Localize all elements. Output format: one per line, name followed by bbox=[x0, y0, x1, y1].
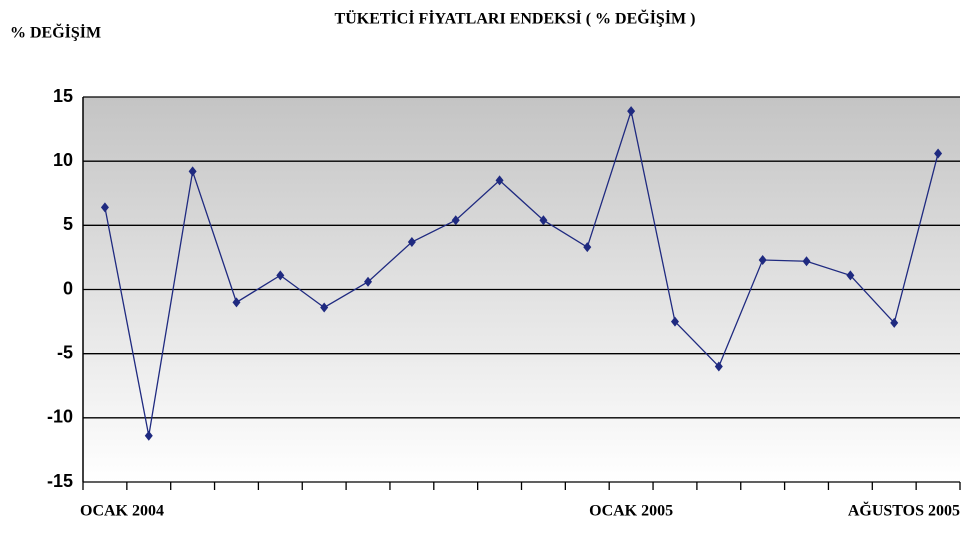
marker bbox=[320, 302, 329, 313]
marker bbox=[802, 256, 811, 267]
marker bbox=[407, 237, 416, 248]
marker bbox=[758, 254, 767, 265]
marker bbox=[714, 361, 723, 372]
x-tick-label: AĞUSTOS 2005 bbox=[848, 501, 960, 520]
marker bbox=[670, 316, 679, 327]
marker bbox=[276, 270, 285, 281]
marker bbox=[451, 215, 460, 226]
y-tick-label: -5 bbox=[57, 342, 73, 362]
line bbox=[104, 108, 939, 436]
y-tick-label: 15 bbox=[53, 86, 73, 106]
y-tick-label: -10 bbox=[47, 407, 73, 427]
marker bbox=[144, 430, 153, 441]
x-tick-label: OCAK 2005 bbox=[589, 503, 673, 520]
chart-title: TÜKETİCİ FİYATLARI ENDEKSİ ( % DEĞİŞİM ) bbox=[335, 9, 696, 28]
marker bbox=[539, 215, 548, 226]
marker bbox=[934, 148, 943, 159]
marker bbox=[100, 202, 109, 213]
marker bbox=[495, 175, 504, 186]
marker bbox=[232, 297, 241, 308]
y-tick-label: 5 bbox=[63, 214, 73, 234]
marker bbox=[846, 270, 855, 281]
marker bbox=[364, 276, 373, 287]
y-tick-label: -15 bbox=[47, 471, 73, 491]
y-axis-label: % DEĞİŞİM bbox=[10, 23, 101, 42]
marker bbox=[627, 106, 636, 117]
marker bbox=[890, 317, 899, 328]
x-tick-label: OCAK 2004 bbox=[80, 503, 164, 520]
marker bbox=[583, 242, 592, 253]
marker bbox=[188, 166, 197, 177]
y-tick-label: 0 bbox=[63, 278, 73, 298]
y-tick-label: 10 bbox=[53, 150, 73, 170]
